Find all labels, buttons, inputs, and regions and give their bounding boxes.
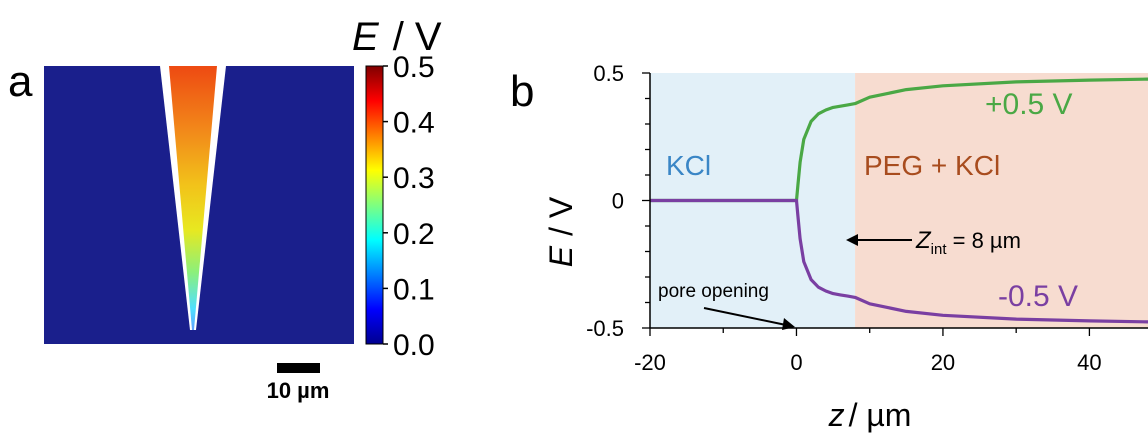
colorbar-title-var: E bbox=[352, 15, 380, 59]
scale-bar-label: 10 µm bbox=[267, 378, 330, 403]
y-tick-label: 0.5 bbox=[593, 61, 624, 86]
pore-annotation-text: pore opening bbox=[658, 281, 769, 302]
colorbar: E / V 0.5 0.4 0.3 0.2 0.1 0.0 bbox=[352, 15, 442, 362]
colorbar-gradient bbox=[365, 65, 384, 345]
colorbar-tick-label: 0.0 bbox=[393, 329, 435, 362]
axes-b: -0.5 0 0.5 -20 0 20 40 bbox=[586, 61, 1148, 375]
colorbar-title-unit: / V bbox=[393, 15, 442, 59]
x-axis-label: z / µm bbox=[828, 397, 912, 433]
colorbar-title: E / V bbox=[352, 15, 442, 59]
x-tick-label: 20 bbox=[931, 350, 955, 375]
colorbar-tick-label: 0.1 bbox=[393, 273, 435, 306]
colorbar-tick-label: 0.4 bbox=[393, 107, 435, 140]
colorbar-ticks: 0.5 0.4 0.3 0.2 0.1 0.0 bbox=[383, 51, 435, 362]
interface-var: Z bbox=[915, 227, 932, 254]
pore-potential-field bbox=[169, 66, 217, 330]
scale-bar: 10 µm bbox=[267, 363, 330, 403]
pore-heatmap bbox=[44, 66, 354, 344]
interface-arrowhead bbox=[846, 234, 858, 246]
y-tick-label: 0 bbox=[612, 189, 624, 214]
top-series-label: +0.5 V bbox=[985, 88, 1073, 121]
y-axis-unit: / V bbox=[543, 196, 579, 236]
y-axis-label: E / V bbox=[543, 196, 579, 267]
x-tick-label: -20 bbox=[634, 350, 666, 375]
panel-a-label: a bbox=[8, 57, 33, 106]
pore-arrowhead bbox=[782, 318, 795, 330]
interface-sub: int bbox=[931, 241, 948, 258]
plot-b: KCl PEG + KCl +0.5 V -0.5 V Zint = 8 µm … bbox=[586, 61, 1148, 375]
series-minus-0-5v-line bbox=[650, 198, 1148, 324]
series-group bbox=[650, 77, 1148, 324]
y-axis-var: E bbox=[543, 245, 579, 267]
interface-text: Zint = 8 µm bbox=[915, 227, 1021, 258]
colorbar-tick-label: 0.5 bbox=[393, 51, 435, 84]
interface-annotation: Zint = 8 µm bbox=[846, 227, 1021, 258]
colorbar-tick-label: 0.3 bbox=[393, 162, 435, 195]
colorbar-tick-label: 0.2 bbox=[393, 218, 435, 251]
x-axis-unit: / µm bbox=[849, 397, 912, 433]
scale-bar-line bbox=[277, 363, 320, 373]
interface-rest: = 8 µm bbox=[947, 228, 1021, 253]
panel-b-label: b bbox=[510, 67, 534, 116]
kcl-region-label: KCl bbox=[666, 150, 711, 181]
peg-kcl-region bbox=[855, 73, 1148, 328]
x-axis-var: z bbox=[828, 397, 845, 433]
y-tick-label: -0.5 bbox=[586, 316, 624, 341]
series-plus-0-5v-line bbox=[650, 77, 1148, 203]
peg-kcl-region-label: PEG + KCl bbox=[864, 150, 1000, 181]
x-tick-label: 40 bbox=[1077, 350, 1101, 375]
x-tick-label: 0 bbox=[790, 350, 802, 375]
pore-annotation: pore opening bbox=[658, 281, 795, 330]
bottom-series-label: -0.5 V bbox=[998, 280, 1078, 313]
pore-arrow bbox=[703, 307, 787, 326]
